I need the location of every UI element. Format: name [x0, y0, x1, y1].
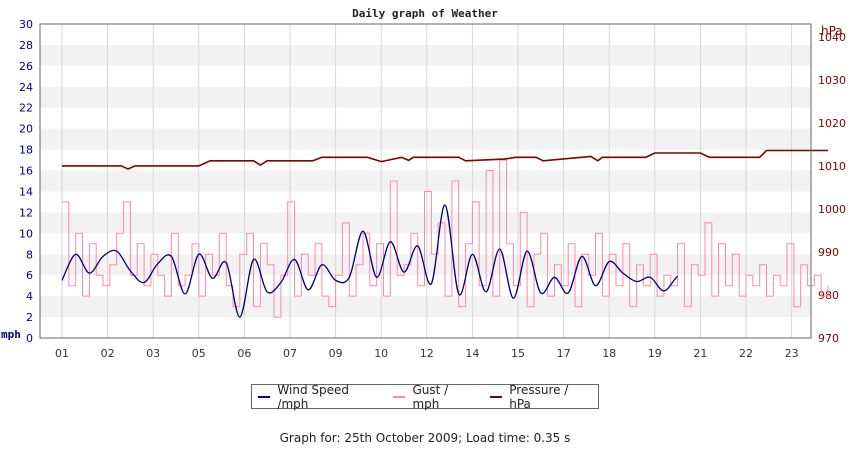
left-tick-label: 20: [19, 123, 33, 136]
x-tick-label: 15: [511, 347, 525, 360]
legend-item-gust: Gust / mph: [393, 383, 476, 411]
gust-swatch: [393, 395, 406, 398]
x-tick-label: 22: [739, 347, 753, 360]
x-tick-label: 21: [693, 347, 707, 360]
left-tick-label: 12: [19, 206, 33, 219]
footer-status: Graph for: 25th October 2009; Load time:…: [279, 431, 571, 445]
x-tick-label: 17: [557, 347, 571, 360]
legend-label-pressure: Pressure / hPa: [509, 382, 569, 411]
legend: Wind Speed /mph Gust / mph Pressure / hP…: [251, 382, 599, 411]
left-tick-label: 8: [26, 248, 33, 261]
wind-swatch: [258, 395, 271, 398]
left-tick-label: 4: [26, 290, 33, 303]
x-tick-label: 09: [329, 347, 343, 360]
pressure-series-line: [62, 149, 829, 170]
legend-item-wind: Wind Speed /mph: [258, 383, 379, 411]
plot-band: [40, 170, 811, 192]
right-tick-label: 1020: [818, 117, 846, 130]
legend-label-gust: Gust / mph: [412, 382, 449, 411]
left-tick-label: 2: [26, 311, 33, 324]
legend-item-pressure: Pressure / hPa: [489, 382, 590, 411]
right-tick-label: 1030: [818, 74, 846, 87]
right-tick-label: 990: [818, 246, 839, 259]
x-tick-label: 12: [420, 347, 434, 360]
plot-band: [40, 254, 811, 276]
left-tick-label: 24: [19, 81, 33, 94]
left-tick-label: 6: [26, 269, 33, 282]
x-tick-label: 07: [283, 347, 297, 360]
left-tick-label: 18: [19, 144, 33, 157]
plot-band: [40, 212, 811, 234]
plot-area-border: [39, 23, 812, 339]
x-tick-label: 10: [374, 347, 388, 360]
x-tick-label: 03: [146, 347, 160, 360]
x-tick-label: 19: [648, 347, 662, 360]
left-tick-label: 14: [19, 185, 33, 198]
wind-series-line: [61, 204, 679, 318]
legend-label-wind: Wind Speed /mph: [277, 382, 350, 411]
x-tick-label: 05: [192, 347, 206, 360]
plot-band: [40, 296, 811, 318]
x-tick-label: 01: [55, 347, 69, 360]
left-tick-label: 10: [19, 227, 33, 240]
x-axis-ticks: 01 02 03 05 06 07 09 10 12 14 15 17 18 19 21 22 23: [55, 347, 799, 360]
x-tick-label: 18: [602, 347, 616, 360]
gust-series-line: [62, 159, 829, 318]
left-tick-label: 26: [19, 60, 33, 73]
plot-band: [40, 128, 811, 150]
x-tick-label: 06: [237, 347, 251, 360]
right-tick-label: 970: [818, 332, 839, 345]
left-tick-label: 28: [19, 39, 33, 52]
plot-bands: [40, 44, 811, 318]
right-tick-label: 1000: [818, 203, 846, 216]
left-tick-label: 0: [26, 332, 33, 345]
plot-band: [40, 86, 811, 108]
plot-band: [40, 44, 811, 66]
chart-title: Daily graph of Weather: [352, 7, 498, 20]
left-tick-label: 30: [19, 18, 33, 31]
left-tick-label: 16: [19, 165, 33, 178]
series-layer: [61, 149, 829, 318]
left-axis-label: mph: [1, 328, 21, 341]
x-tick-label: 23: [785, 347, 799, 360]
x-tick-label: 02: [101, 347, 115, 360]
x-tick-label: 14: [465, 347, 479, 360]
right-tick-label: 1010: [818, 160, 846, 173]
right-axis-label: hPa: [821, 24, 843, 38]
pressure-swatch: [489, 395, 503, 398]
right-tick-label: 1040: [818, 31, 846, 44]
left-tick-label: 22: [19, 102, 33, 115]
